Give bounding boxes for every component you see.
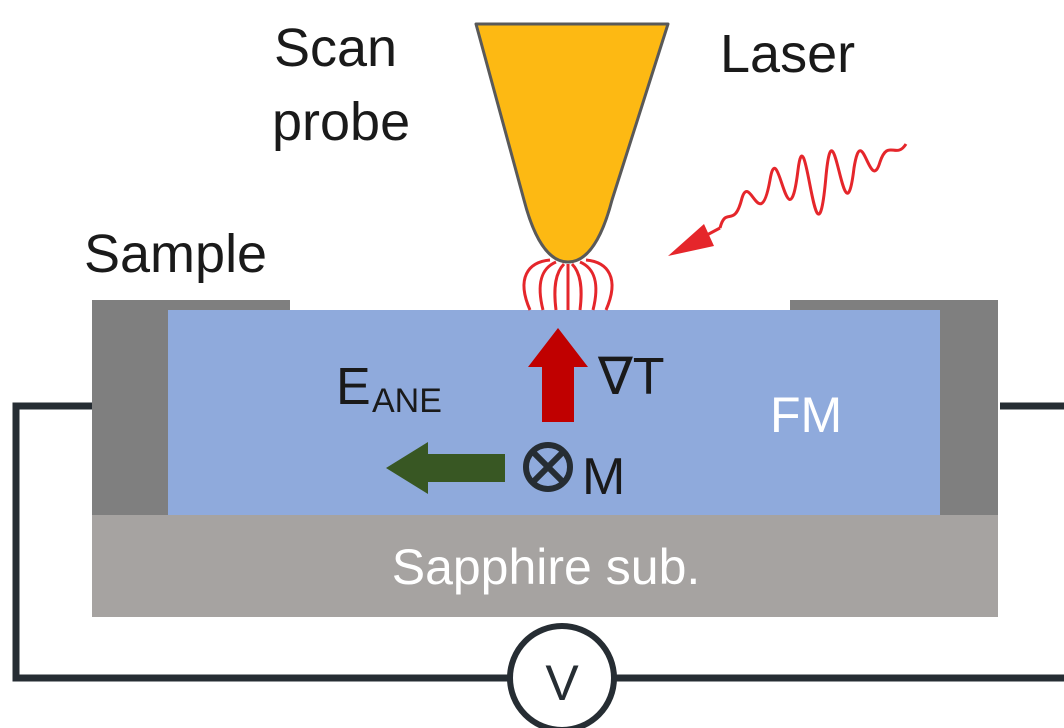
- laser-arrowhead: [668, 224, 714, 256]
- sapphire-substrate: [92, 515, 998, 617]
- field-arrow: [386, 442, 505, 494]
- gradient-label: ∇T: [597, 348, 665, 406]
- right-electrode: [790, 300, 998, 515]
- magnetization-label: M: [582, 448, 625, 506]
- voltmeter: [507, 623, 617, 728]
- gradient-arrow: [528, 328, 588, 422]
- magnetization-symbol-icon: [523, 442, 573, 492]
- voltmeter-label: V: [545, 655, 579, 711]
- circuit-wire: [12, 402, 1064, 682]
- substrate-label: Sapphire sub.: [392, 539, 701, 595]
- laser-label: Laser: [720, 24, 855, 84]
- probe-field-lines: [522, 258, 614, 311]
- scan-probe-label-line2: probe: [272, 92, 410, 152]
- scan-probe-tip: [474, 22, 670, 264]
- laser-wave: [718, 143, 908, 229]
- sample-label: Sample: [84, 224, 267, 284]
- scan-probe-label-line1: Scan: [274, 18, 397, 78]
- field-label-main: E: [336, 358, 371, 416]
- field-label-subscript: ANE: [372, 382, 442, 420]
- fm-label: FM: [770, 387, 842, 443]
- left-electrode: [92, 300, 290, 515]
